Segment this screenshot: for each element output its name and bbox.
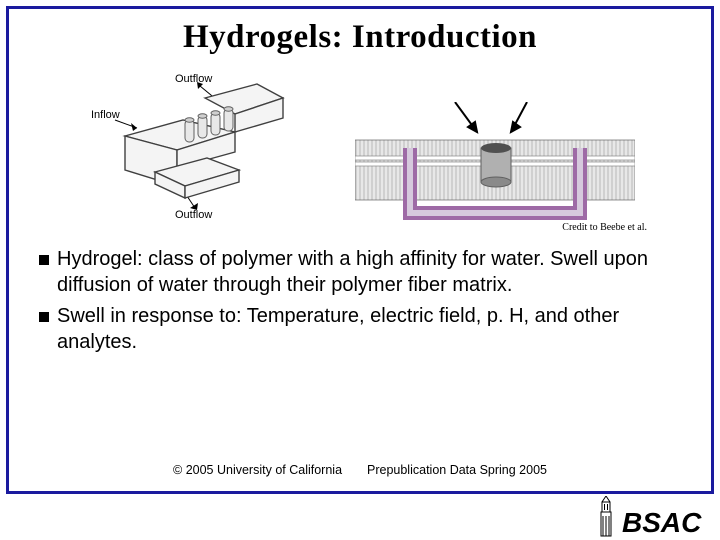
slide-footer: © 2005 University of California Prepubli… — [9, 463, 711, 477]
label-inflow: Inflow — [91, 109, 120, 121]
footer-copyright: © 2005 University of California — [173, 463, 342, 477]
bullet-list: Hydrogel: class of polymer with a high a… — [33, 247, 687, 355]
label-outflow-bottom: Outflow — [175, 209, 212, 220]
figure-right — [355, 102, 635, 220]
bullet-text: Swell in response to: Temperature, elect… — [57, 304, 681, 355]
logo-area: BSAC — [584, 496, 714, 538]
bullet-icon — [39, 312, 49, 322]
label-outflow-top: Outflow — [175, 73, 212, 85]
list-item: Hydrogel: class of polymer with a high a… — [39, 247, 681, 298]
slide-frame: Hydrogels: Introduction Inflow Outflow O… — [6, 6, 714, 494]
inflow-outflow-diagram-icon: Inflow Outflow Outflow — [85, 70, 315, 220]
cross-section-diagram-icon — [355, 102, 635, 220]
bullet-text: Hydrogel: class of polymer with a high a… — [57, 247, 681, 298]
figure-credit: Credit to Beebe et al. — [33, 222, 687, 233]
slide-title: Hydrogels: Introduction — [33, 19, 687, 56]
figure-left: Inflow Outflow Outflow — [85, 70, 315, 220]
figures-row: Inflow Outflow Outflow — [33, 70, 687, 220]
list-item: Swell in response to: Temperature, elect… — [39, 304, 681, 355]
bullet-icon — [39, 255, 49, 265]
footer-note: Prepublication Data Spring 2005 — [367, 463, 547, 477]
bsac-logo-icon: BSAC — [584, 496, 714, 538]
logo-text: BSAC — [622, 507, 702, 538]
